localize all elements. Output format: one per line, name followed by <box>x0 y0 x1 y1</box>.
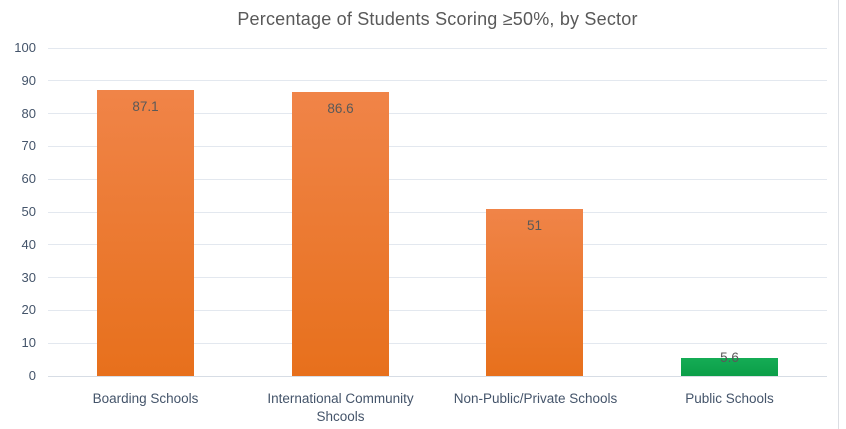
bar-boarding-schools: 87.1 <box>97 90 194 376</box>
y-axis-tick-label: 100 <box>14 40 36 55</box>
plot-area: 87.1 86.6 51 5.6 <box>48 47 827 377</box>
x-axis-category-label: Boarding Schools <box>92 391 199 406</box>
chart-title: Percentage of Students Scoring ≥50%, by … <box>237 9 638 29</box>
y-axis-tick-label: 10 <box>21 335 36 351</box>
bar-non-public-private-schools: 51 <box>486 208 583 376</box>
gridline <box>48 80 827 82</box>
right-border-line <box>838 0 839 429</box>
x-axis-category-label: Public Schools <box>685 391 774 406</box>
gridline <box>48 277 827 279</box>
bar-value-label: 86.6 <box>327 100 354 116</box>
bar-value-label: 87.1 <box>132 99 159 115</box>
y-axis-tick-label: 60 <box>21 171 36 187</box>
gridline <box>48 211 827 213</box>
gridline <box>48 309 827 311</box>
y-axis-tick-label: 0 <box>28 368 36 383</box>
x-axis-line <box>48 375 827 377</box>
gridline <box>48 47 827 49</box>
x-axis-category-label: International Community Shcools <box>267 391 414 424</box>
gridline <box>48 244 827 246</box>
gridline <box>48 342 827 344</box>
gridline <box>48 145 827 147</box>
y-axis-tick-label: 40 <box>21 236 36 252</box>
y-axis-tick-label: 20 <box>21 302 36 318</box>
y-axis-tick-label: 30 <box>21 269 36 285</box>
y-axis-tick-label: 80 <box>21 105 36 121</box>
y-axis-tick-label: 70 <box>21 138 36 154</box>
gridline <box>48 178 827 180</box>
y-axis-tick-label: 50 <box>21 204 36 219</box>
bar-public-schools: 5.6 <box>681 350 778 376</box>
gridline <box>48 113 827 115</box>
bar-value-label: 5.6 <box>720 349 739 365</box>
bar-international-community-shcools: 86.6 <box>292 91 389 376</box>
x-axis-category-label: Non-Public/Private Schools <box>453 391 618 406</box>
y-axis-tick-label: 90 <box>21 72 36 88</box>
bar-value-label: 51 <box>526 217 543 233</box>
